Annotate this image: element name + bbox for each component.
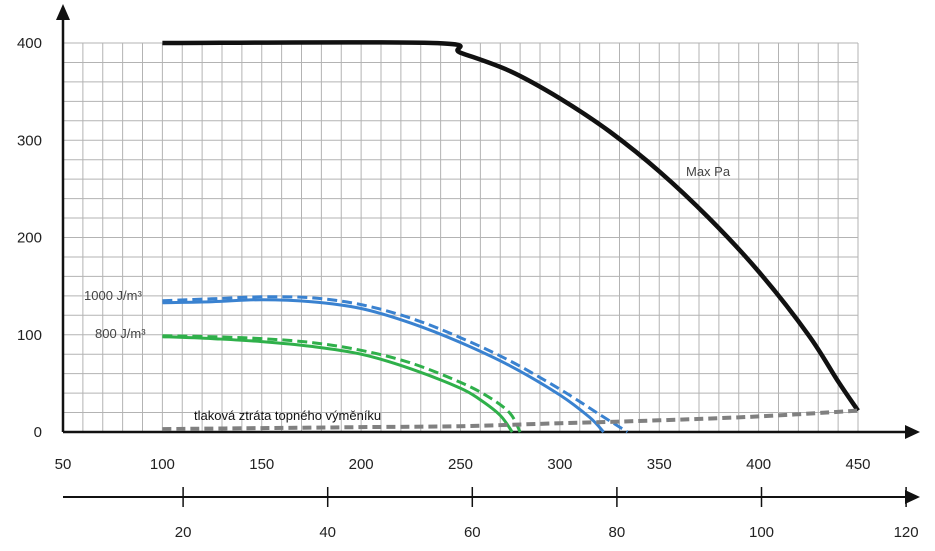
y-tick-label: 200: [17, 230, 42, 247]
x-tick-label: 400: [746, 456, 771, 473]
tick-labels: 0 100 200 300 400 50 100 150 200 250 300 350 400 450 2…: [17, 35, 919, 541]
x2-tick-label: 80: [609, 524, 626, 541]
x-tick-label: 50: [55, 456, 72, 473]
series: [162, 40, 860, 434]
y-tick-label: 400: [17, 35, 42, 52]
series-1000-label: 1000 J/m³: [84, 288, 142, 303]
x-tick-label: 350: [647, 456, 672, 473]
x2-tick-label: 120: [894, 524, 919, 541]
x2-tick-label: 20: [175, 524, 192, 541]
series-line-4: [162, 334, 522, 433]
y-tick-label: 0: [34, 424, 42, 441]
x-tick-label: 300: [547, 456, 572, 473]
y-axis-arrow: [56, 4, 70, 20]
y-tick-label: 100: [17, 327, 42, 344]
x2-tick-label: 60: [464, 524, 481, 541]
max-pa-label: Max Pa: [686, 164, 731, 179]
x-tick-label: 250: [448, 456, 473, 473]
series-labels: Max Pa 1000 J/m³ 800 J/m³ tlaková ztráta…: [84, 164, 731, 423]
x-axis-arrow: [905, 425, 920, 439]
series-800-label: 800 J/m³: [95, 326, 146, 341]
axes: [56, 4, 920, 504]
x-tick-label: 100: [150, 456, 175, 473]
series-line-3: [162, 335, 514, 433]
series-line-1: [162, 298, 605, 434]
x2-axis-arrow: [905, 490, 920, 504]
series-line-2: [162, 295, 629, 434]
x-tick-label: 450: [845, 456, 870, 473]
series-line-0: [162, 40, 860, 412]
x2-tick-label: 40: [319, 524, 336, 541]
x2-tick-label: 100: [749, 524, 774, 541]
x-tick-label: 150: [249, 456, 274, 473]
heat-exchanger-loss-label: tlaková ztráta topného výměníku: [194, 408, 381, 423]
grid: [62, 42, 859, 433]
y-tick-label: 300: [17, 132, 42, 149]
x-tick-label: 200: [349, 456, 374, 473]
